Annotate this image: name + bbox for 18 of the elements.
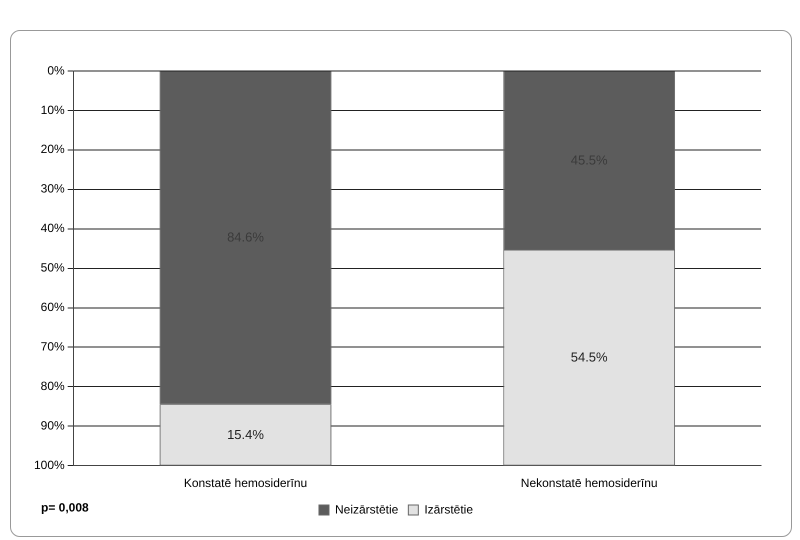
legend-label: Neizārstētie [334, 502, 399, 516]
y-tick-label: 0% [47, 63, 66, 78]
y-tick-label: 80% [40, 378, 66, 393]
y-tick-label: 20% [40, 142, 66, 156]
y-tick-label: 40% [40, 221, 66, 236]
data-label: 15.4% [227, 426, 264, 442]
y-tick-label: 70% [40, 340, 66, 354]
x-tick-label: Nekonstatē hemosiderīnu [520, 476, 658, 490]
y-tick-label: 90% [40, 418, 66, 432]
y-tick-label: 10% [40, 102, 66, 117]
legend-label: Izārstētie [424, 502, 474, 516]
y-tick-label: 30% [40, 182, 66, 196]
y-tick-label: 50% [40, 260, 66, 275]
data-label: 54.5% [570, 350, 608, 365]
y-tick-label: 100% [34, 458, 66, 472]
y-tick-label: 60% [40, 300, 66, 314]
text: p= 0,008 [41, 500, 90, 514]
x-tick-label: Konstatē hemosiderīnu [184, 476, 308, 490]
